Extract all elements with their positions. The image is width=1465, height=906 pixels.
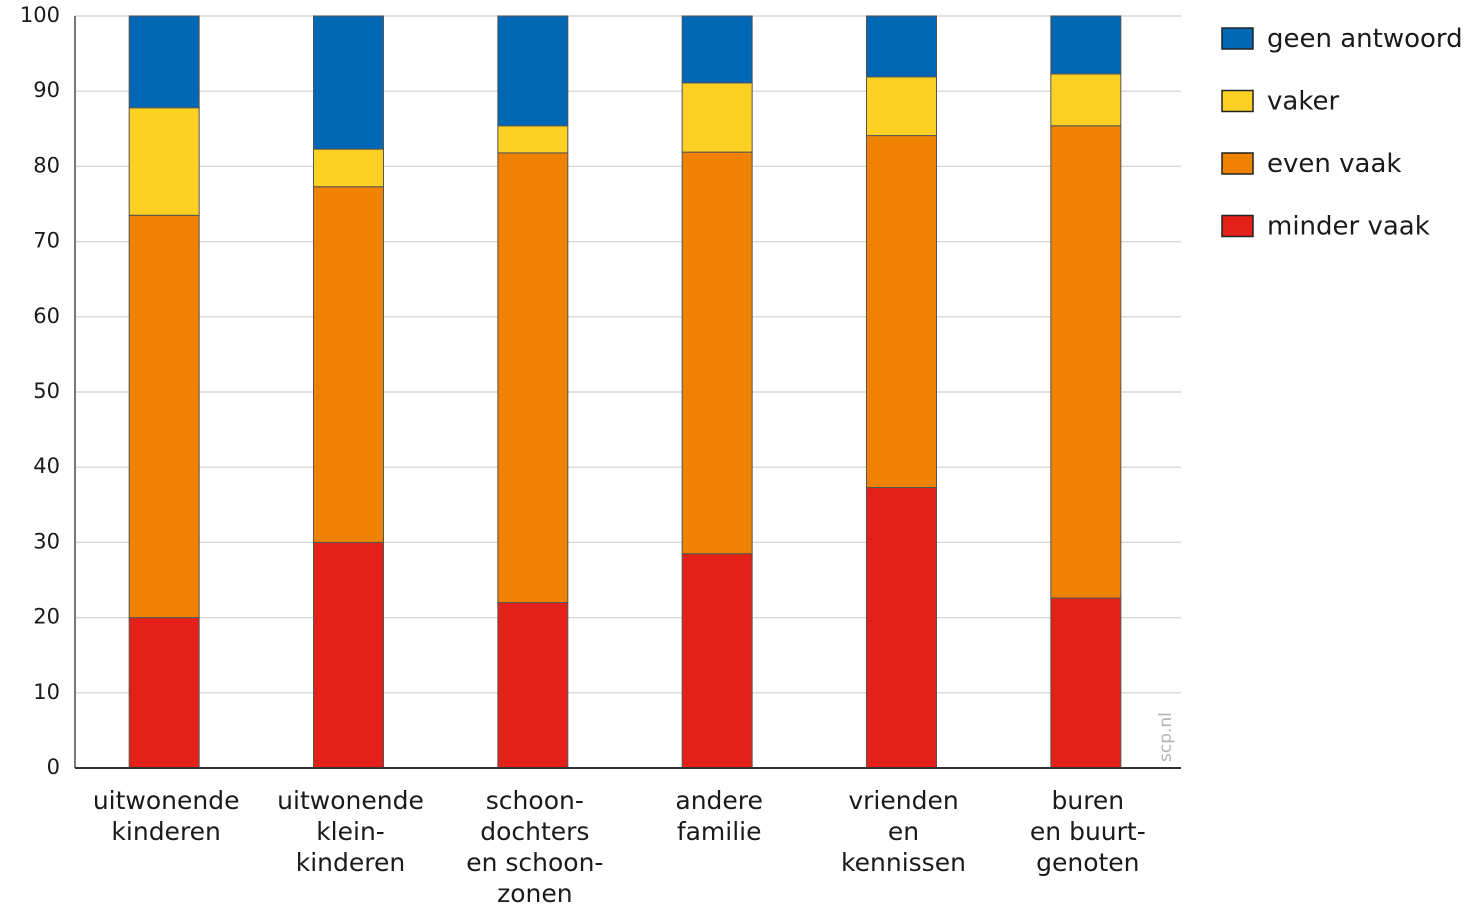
legend-swatch-minder-vaak (1221, 214, 1254, 238)
x-tick-label-4: andere familie (675, 786, 763, 846)
bar-even-vaak-2 (313, 186, 384, 543)
bar-even-vaak-1 (128, 214, 200, 619)
y-axis-ticks: 0 10 20 30 40 50 60 70 80 90 100 (20, 3, 60, 779)
bar-geen-antwoord-3 (497, 15, 569, 127)
legend-label-minder-vaak: minder vaak (1267, 212, 1430, 242)
bar-minder-vaak-4 (681, 553, 753, 769)
bar-even-vaak-4 (681, 151, 753, 555)
y-tick-label-100: 100 (20, 3, 60, 27)
legend-swatch-geen-antwoord (1221, 27, 1254, 50)
x-axis-labels: uitwonende kinderen uitwonende klein-kinder… (93, 786, 1146, 906)
y-tick-label-90: 90 (33, 78, 60, 102)
bar-geen-antwoord-1 (128, 15, 200, 109)
legend-label-even-vaak: even vaak (1267, 149, 1401, 179)
legend-label-geen-antwoord: geen antwoord (1267, 24, 1463, 54)
watermark: scp.nl (1156, 712, 1176, 762)
y-tick-label-20: 20 (33, 605, 60, 629)
bars (128, 15, 1122, 769)
y-tick-label-10: 10 (33, 680, 60, 704)
gridlines (75, 15, 1181, 694)
x-tick-label-3: schoon-dochters en schoon-zonen (466, 786, 603, 906)
bar-minder-vaak-3 (497, 602, 569, 769)
y-tick-label-50: 50 (33, 379, 60, 403)
y-tick-label-70: 70 (33, 229, 60, 253)
y-tick-label-80: 80 (33, 153, 60, 177)
bar-vaker-1 (128, 107, 200, 216)
bar-vaker-6 (1050, 73, 1122, 127)
legend: geen antwoord vaker even vaak minder vaak (1221, 24, 1463, 242)
bar-even-vaak-6 (1050, 125, 1122, 599)
bar-minder-vaak-1 (128, 617, 200, 769)
y-tick-label-40: 40 (33, 454, 60, 478)
bar-geen-antwoord-5 (866, 15, 937, 78)
bar-geen-antwoord-4 (681, 15, 753, 84)
bar-vaker-3 (497, 125, 569, 154)
x-tick-label-1: uitwonende kinderen (93, 786, 240, 846)
bar-minder-vaak-5 (866, 487, 937, 769)
legend-swatch-even-vaak (1221, 152, 1254, 175)
bar-vaker-5 (866, 76, 937, 137)
axes (74, 16, 1181, 769)
y-tick-label-30: 30 (33, 529, 60, 553)
bar-even-vaak-3 (497, 152, 569, 604)
bar-vaker-4 (681, 82, 753, 153)
x-tick-label-6: buren en buurt-genoten (1030, 786, 1146, 877)
x-tick-label-2: uitwonende klein-kinderen (277, 786, 424, 877)
bar-geen-antwoord-6 (1050, 15, 1122, 75)
bar-minder-vaak-2 (313, 541, 384, 769)
bar-geen-antwoord-2 (313, 15, 384, 150)
legend-label-vaker: vaker (1267, 87, 1339, 117)
x-tick-label-5: vrienden en kennissen (841, 786, 966, 877)
legend-swatch-vaker (1221, 89, 1254, 113)
y-tick-label-60: 60 (33, 304, 60, 328)
bar-minder-vaak-6 (1050, 597, 1122, 769)
y-tick-label-0: 0 (47, 755, 60, 779)
bar-vaker-2 (313, 148, 384, 188)
bar-even-vaak-5 (866, 135, 937, 489)
